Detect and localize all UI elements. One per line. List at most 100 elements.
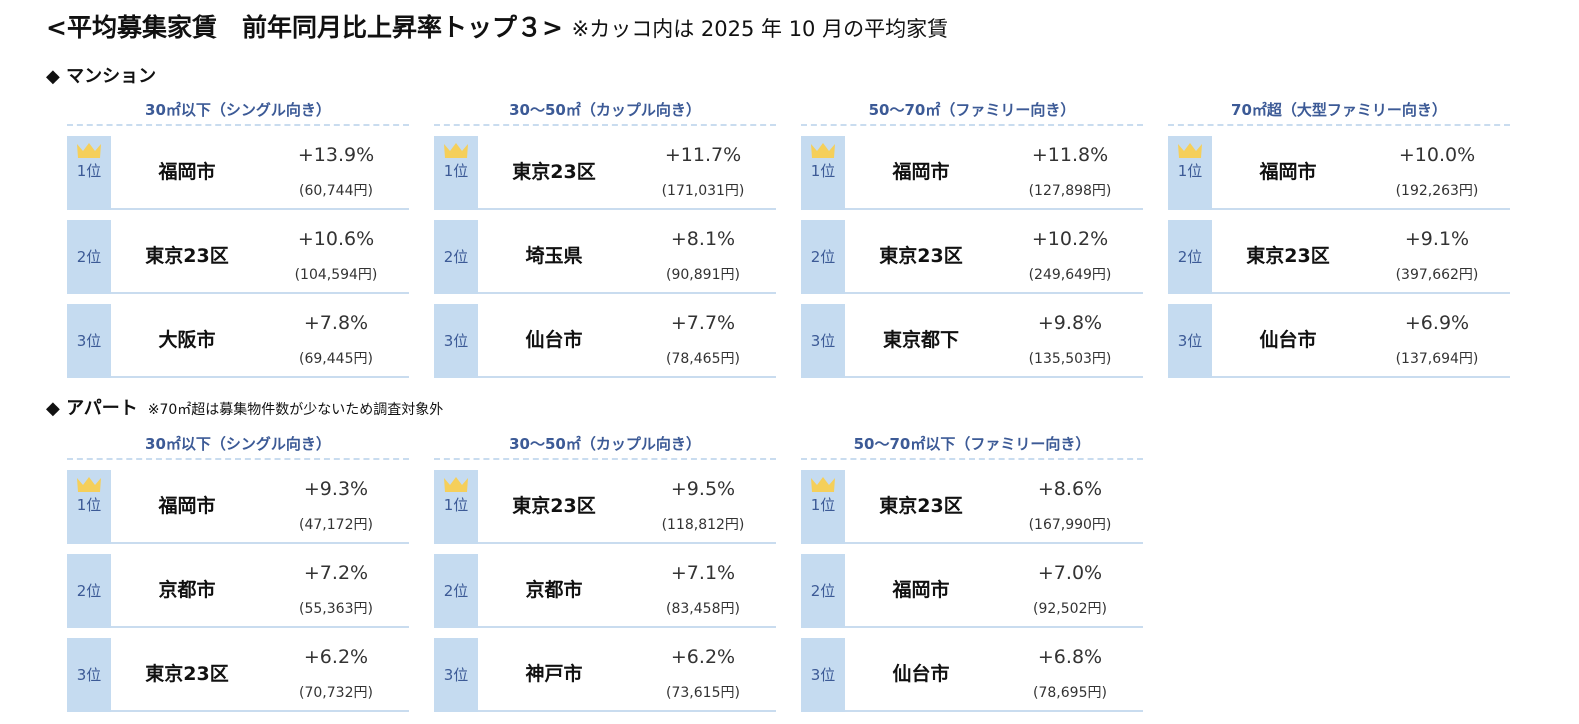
average-rent: (135,503円) (1028, 351, 1112, 367)
increase-rate: +10.0% (1398, 144, 1476, 166)
ranking-row: 3位 仙台市 +6.9% (137,694円) (1168, 304, 1510, 378)
rank-badge: 2位 (801, 220, 845, 294)
rank-label: 3位 (810, 332, 836, 350)
average-rent: (78,695円) (1033, 685, 1107, 701)
column-header: 30～50㎡（カップル向き） (434, 96, 776, 126)
ranking-row: 2位 埼玉県 +8.1% (90,891円) (434, 220, 776, 294)
rank-badge: 1位 (434, 470, 478, 544)
ranking-row: 1位 福岡市 +10.0% (192,263円) (1168, 136, 1510, 210)
city-name: 大阪市 (158, 329, 216, 351)
rank-badge: 3位 (67, 638, 111, 712)
average-rent: (171,031円) (661, 183, 745, 199)
ranking-row: 1位 福岡市 +9.3% (47,172円) (67, 470, 409, 544)
ranking-row: 2位 京都市 +7.1% (83,458円) (434, 554, 776, 628)
city-name: 東京23区 (512, 495, 596, 517)
rank-label: 1位 (810, 496, 836, 514)
increase-rate: +7.2% (303, 562, 369, 584)
increase-rate: +11.7% (664, 144, 742, 166)
city-name: 東京都下 (882, 329, 959, 351)
average-rent: (78,465円) (666, 351, 740, 367)
average-rent: (90,891円) (666, 267, 740, 283)
ranking-row: 2位 東京23区 +10.2% (249,649円) (801, 220, 1143, 294)
rank-label: 3位 (76, 332, 102, 350)
city-name: 福岡市 (158, 161, 216, 183)
ranking-row: 1位 東京23区 +8.6% (167,990円) (801, 470, 1143, 544)
rank-label: 2位 (810, 582, 836, 600)
rank-label: 3位 (76, 666, 102, 684)
section-label: ◆ マンション (46, 66, 157, 87)
increase-rate: +13.9% (297, 144, 375, 166)
ranking-row: 2位 東京23区 +9.1% (397,662円) (1168, 220, 1510, 294)
increase-rate: +7.7% (670, 312, 736, 334)
ranking-row: 3位 仙台市 +7.7% (78,465円) (434, 304, 776, 378)
section-heading: ◆ アパート ※70㎡超は募集物件数が少ないため調査対象外 (46, 394, 443, 420)
ranking-row: 3位 東京都下 +9.8% (135,503円) (801, 304, 1143, 378)
increase-rate: +7.8% (303, 312, 369, 334)
city-name: 仙台市 (1259, 329, 1317, 351)
rank-badge: 2位 (434, 554, 478, 628)
crown-icon (1178, 143, 1202, 158)
city-name: 福岡市 (158, 495, 216, 517)
section-heading: ◆ マンション (46, 62, 156, 88)
rank-label: 2位 (76, 582, 102, 600)
increase-rate: +9.1% (1404, 228, 1470, 250)
rank-label: 3位 (443, 332, 469, 350)
ranking-row: 2位 東京23区 +10.6% (104,594円) (67, 220, 409, 294)
city-name: 仙台市 (892, 663, 950, 685)
rank-badge: 3位 (434, 304, 478, 378)
section-note: ※70㎡超は募集物件数が少ないため調査対象外 (147, 402, 444, 418)
average-rent: (249,649円) (1028, 267, 1112, 283)
increase-rate: +7.1% (670, 562, 736, 584)
increase-rate: +7.0% (1037, 562, 1103, 584)
city-name: 東京23区 (879, 245, 963, 267)
average-rent: (104,594円) (294, 267, 378, 283)
rank-label: 1位 (1177, 162, 1203, 180)
rank-badge: 2位 (1168, 220, 1212, 294)
average-rent: (70,732円) (299, 685, 373, 701)
ranking-column: 50～70㎡以下（ファミリー向き） 1位 東京23区 +8.6% (167,990円) 2… (801, 430, 1143, 712)
section-label: ◆ アパート (46, 398, 138, 419)
rank-badge: 1位 (801, 470, 845, 544)
ranking-row: 1位 福岡市 +13.9% (60,744円) (67, 136, 409, 210)
city-name: 神戸市 (525, 663, 583, 685)
rank-label: 3位 (1177, 332, 1203, 350)
city-name: 東京23区 (512, 161, 596, 183)
ranking-row: 2位 京都市 +7.2% (55,363円) (67, 554, 409, 628)
average-rent: (73,615円) (666, 685, 740, 701)
rank-label: 2位 (76, 248, 102, 266)
crown-icon (811, 477, 835, 492)
average-rent: (83,458円) (666, 601, 740, 617)
rank-badge: 3位 (67, 304, 111, 378)
city-name: 福岡市 (892, 161, 950, 183)
ranking-row: 3位 神戸市 +6.2% (73,615円) (434, 638, 776, 712)
rank-label: 3位 (443, 666, 469, 684)
city-name: 仙台市 (525, 329, 583, 351)
city-name: 京都市 (525, 579, 583, 601)
ranking-row: 3位 大阪市 +7.8% (69,445円) (67, 304, 409, 378)
ranking-column: 30～50㎡（カップル向き） 1位 東京23区 +11.7% (171,031円) 2位 埼… (434, 96, 776, 378)
rank-badge: 3位 (801, 304, 845, 378)
average-rent: (55,363円) (299, 601, 373, 617)
ranking-column: 30㎡以下（シングル向き） 1位 福岡市 +9.3% (47,172円) 2位 京都市 +7.… (67, 430, 409, 712)
ranking-row: 1位 福岡市 +11.8% (127,898円) (801, 136, 1143, 210)
ranking-column: 30㎡以下（シングル向き） 1位 福岡市 +13.9% (60,744円) 2位 東京23区… (67, 96, 409, 378)
rank-badge: 3位 (434, 638, 478, 712)
column-header: 50～70㎡以下（ファミリー向き） (801, 430, 1143, 460)
average-rent: (47,172円) (299, 517, 373, 533)
average-rent: (69,445円) (299, 351, 373, 367)
ranking-column: 70㎡超（大型ファミリー向き） 1位 福岡市 +10.0% (192,263円) 2位 東京… (1168, 96, 1510, 378)
column-header: 70㎡超（大型ファミリー向き） (1168, 96, 1510, 126)
increase-rate: +6.2% (303, 646, 369, 668)
increase-rate: +6.2% (670, 646, 736, 668)
average-rent: (192,263円) (1395, 183, 1479, 199)
rank-label: 1位 (443, 496, 469, 514)
rank-badge: 1位 (1168, 136, 1212, 210)
title-note: ※カッコ内は 2025 年 10 月の平均家賃 (571, 17, 949, 41)
ranking-column: 30～50㎡（カップル向き） 1位 東京23区 +9.5% (118,812円) 2位 京都… (434, 430, 776, 712)
rank-label: 1位 (76, 162, 102, 180)
rank-label: 1位 (810, 162, 836, 180)
rank-badge: 2位 (801, 554, 845, 628)
column-header: 50～70㎡（ファミリー向き） (801, 96, 1143, 126)
rank-label: 2位 (1177, 248, 1203, 266)
column-header: 30㎡以下（シングル向き） (67, 96, 409, 126)
